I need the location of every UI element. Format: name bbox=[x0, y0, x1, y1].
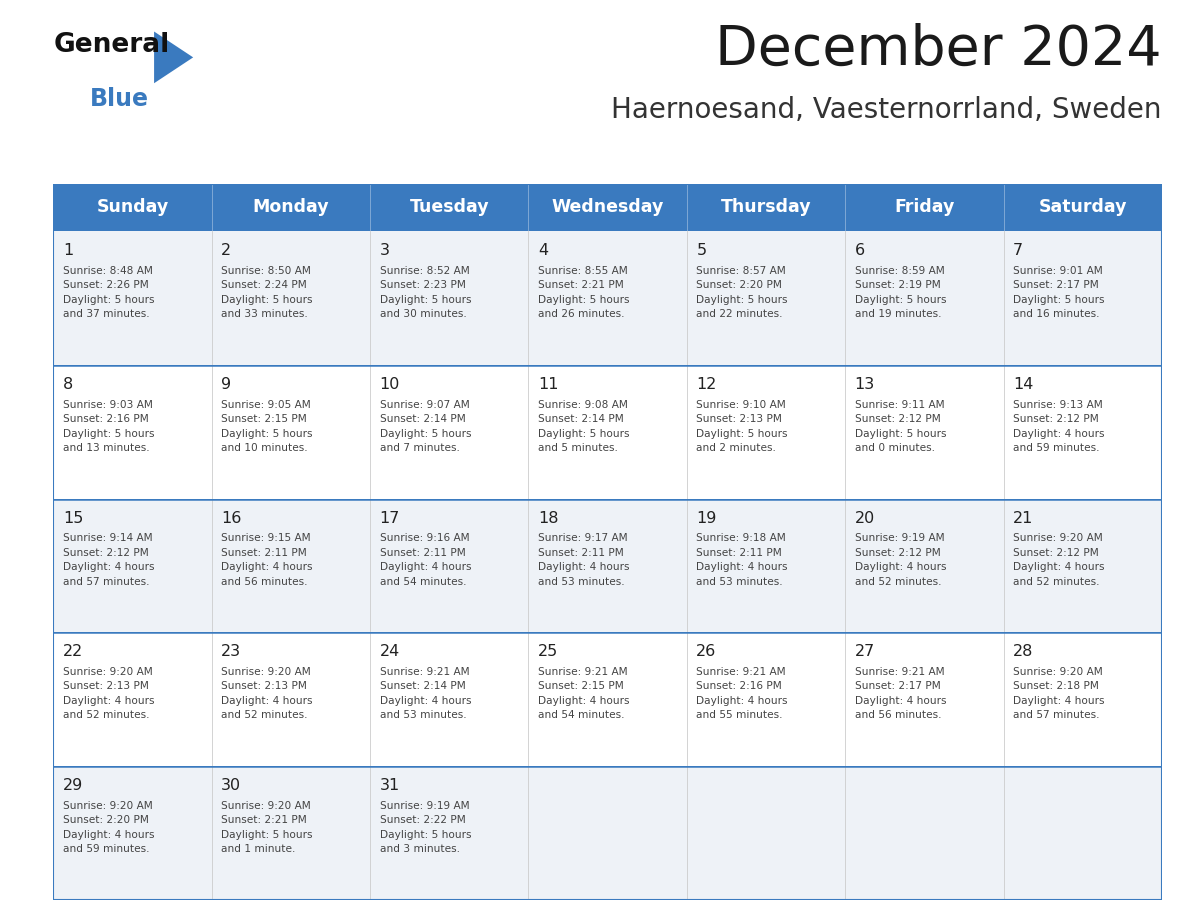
Text: 29: 29 bbox=[63, 778, 83, 793]
Text: 12: 12 bbox=[696, 377, 716, 392]
Text: 23: 23 bbox=[221, 644, 241, 659]
Text: Sunrise: 8:55 AM
Sunset: 2:21 PM
Daylight: 5 hours
and 26 minutes.: Sunrise: 8:55 AM Sunset: 2:21 PM Dayligh… bbox=[538, 266, 630, 319]
Text: Sunrise: 9:20 AM
Sunset: 2:18 PM
Daylight: 4 hours
and 57 minutes.: Sunrise: 9:20 AM Sunset: 2:18 PM Dayligh… bbox=[1013, 667, 1105, 721]
Text: Sunrise: 8:48 AM
Sunset: 2:26 PM
Daylight: 5 hours
and 37 minutes.: Sunrise: 8:48 AM Sunset: 2:26 PM Dayligh… bbox=[63, 266, 154, 319]
Text: Sunrise: 9:08 AM
Sunset: 2:14 PM
Daylight: 5 hours
and 5 minutes.: Sunrise: 9:08 AM Sunset: 2:14 PM Dayligh… bbox=[538, 399, 630, 453]
Text: Sunrise: 9:10 AM
Sunset: 2:13 PM
Daylight: 5 hours
and 2 minutes.: Sunrise: 9:10 AM Sunset: 2:13 PM Dayligh… bbox=[696, 399, 788, 453]
Text: Tuesday: Tuesday bbox=[410, 198, 489, 217]
Text: Haernoesand, Vaesternorrland, Sweden: Haernoesand, Vaesternorrland, Sweden bbox=[612, 96, 1162, 125]
Text: Sunrise: 9:20 AM
Sunset: 2:20 PM
Daylight: 4 hours
and 59 minutes.: Sunrise: 9:20 AM Sunset: 2:20 PM Dayligh… bbox=[63, 800, 154, 854]
Text: 11: 11 bbox=[538, 377, 558, 392]
Text: 17: 17 bbox=[380, 510, 400, 526]
Text: Sunrise: 9:20 AM
Sunset: 2:12 PM
Daylight: 4 hours
and 52 minutes.: Sunrise: 9:20 AM Sunset: 2:12 PM Dayligh… bbox=[1013, 533, 1105, 587]
Text: Sunrise: 9:19 AM
Sunset: 2:12 PM
Daylight: 4 hours
and 52 minutes.: Sunrise: 9:19 AM Sunset: 2:12 PM Dayligh… bbox=[854, 533, 946, 587]
Text: 10: 10 bbox=[380, 377, 400, 392]
Text: 21: 21 bbox=[1013, 510, 1034, 526]
Text: Sunrise: 9:21 AM
Sunset: 2:17 PM
Daylight: 4 hours
and 56 minutes.: Sunrise: 9:21 AM Sunset: 2:17 PM Dayligh… bbox=[854, 667, 946, 721]
Text: Wednesday: Wednesday bbox=[551, 198, 664, 217]
Text: 7: 7 bbox=[1013, 243, 1023, 258]
Text: Sunrise: 9:07 AM
Sunset: 2:14 PM
Daylight: 5 hours
and 7 minutes.: Sunrise: 9:07 AM Sunset: 2:14 PM Dayligh… bbox=[380, 399, 472, 453]
Bar bbox=[687, 184, 845, 231]
Text: 5: 5 bbox=[696, 243, 707, 258]
Text: Sunrise: 8:57 AM
Sunset: 2:20 PM
Daylight: 5 hours
and 22 minutes.: Sunrise: 8:57 AM Sunset: 2:20 PM Dayligh… bbox=[696, 266, 788, 319]
Text: 14: 14 bbox=[1013, 377, 1034, 392]
Bar bbox=[529, 184, 687, 231]
Text: Sunrise: 9:11 AM
Sunset: 2:12 PM
Daylight: 5 hours
and 0 minutes.: Sunrise: 9:11 AM Sunset: 2:12 PM Dayligh… bbox=[854, 399, 946, 453]
Text: 13: 13 bbox=[854, 377, 874, 392]
Text: 18: 18 bbox=[538, 510, 558, 526]
Text: Sunrise: 9:20 AM
Sunset: 2:13 PM
Daylight: 4 hours
and 52 minutes.: Sunrise: 9:20 AM Sunset: 2:13 PM Dayligh… bbox=[221, 667, 312, 721]
Text: 15: 15 bbox=[63, 510, 83, 526]
Text: Sunrise: 9:01 AM
Sunset: 2:17 PM
Daylight: 5 hours
and 16 minutes.: Sunrise: 9:01 AM Sunset: 2:17 PM Dayligh… bbox=[1013, 266, 1105, 319]
Text: 9: 9 bbox=[221, 377, 232, 392]
Bar bbox=[53, 184, 211, 231]
Text: 31: 31 bbox=[380, 778, 400, 793]
Text: Blue: Blue bbox=[90, 87, 148, 111]
Bar bbox=[371, 184, 529, 231]
Text: Sunrise: 8:50 AM
Sunset: 2:24 PM
Daylight: 5 hours
and 33 minutes.: Sunrise: 8:50 AM Sunset: 2:24 PM Dayligh… bbox=[221, 266, 312, 319]
Text: Sunrise: 8:52 AM
Sunset: 2:23 PM
Daylight: 5 hours
and 30 minutes.: Sunrise: 8:52 AM Sunset: 2:23 PM Dayligh… bbox=[380, 266, 472, 319]
Text: 6: 6 bbox=[854, 243, 865, 258]
Text: 1: 1 bbox=[63, 243, 74, 258]
Text: Sunrise: 9:05 AM
Sunset: 2:15 PM
Daylight: 5 hours
and 10 minutes.: Sunrise: 9:05 AM Sunset: 2:15 PM Dayligh… bbox=[221, 399, 312, 453]
Text: Monday: Monday bbox=[253, 198, 329, 217]
Text: 4: 4 bbox=[538, 243, 548, 258]
Text: 30: 30 bbox=[221, 778, 241, 793]
Text: General: General bbox=[53, 31, 170, 58]
Text: 26: 26 bbox=[696, 644, 716, 659]
Bar bbox=[845, 184, 1004, 231]
Text: 27: 27 bbox=[854, 644, 874, 659]
Text: Sunrise: 9:17 AM
Sunset: 2:11 PM
Daylight: 4 hours
and 53 minutes.: Sunrise: 9:17 AM Sunset: 2:11 PM Dayligh… bbox=[538, 533, 630, 587]
Text: 22: 22 bbox=[63, 644, 83, 659]
Text: Sunrise: 9:20 AM
Sunset: 2:13 PM
Daylight: 4 hours
and 52 minutes.: Sunrise: 9:20 AM Sunset: 2:13 PM Dayligh… bbox=[63, 667, 154, 721]
Text: Sunrise: 8:59 AM
Sunset: 2:19 PM
Daylight: 5 hours
and 19 minutes.: Sunrise: 8:59 AM Sunset: 2:19 PM Dayligh… bbox=[854, 266, 946, 319]
Text: 25: 25 bbox=[538, 644, 558, 659]
Text: Saturday: Saturday bbox=[1038, 198, 1127, 217]
Text: 20: 20 bbox=[854, 510, 874, 526]
Text: December 2024: December 2024 bbox=[715, 23, 1162, 77]
Text: 24: 24 bbox=[380, 644, 400, 659]
Text: Sunrise: 9:21 AM
Sunset: 2:15 PM
Daylight: 4 hours
and 54 minutes.: Sunrise: 9:21 AM Sunset: 2:15 PM Dayligh… bbox=[538, 667, 630, 721]
Text: 19: 19 bbox=[696, 510, 716, 526]
Text: Sunrise: 9:16 AM
Sunset: 2:11 PM
Daylight: 4 hours
and 54 minutes.: Sunrise: 9:16 AM Sunset: 2:11 PM Dayligh… bbox=[380, 533, 472, 587]
Text: 8: 8 bbox=[63, 377, 74, 392]
Text: Sunrise: 9:18 AM
Sunset: 2:11 PM
Daylight: 4 hours
and 53 minutes.: Sunrise: 9:18 AM Sunset: 2:11 PM Dayligh… bbox=[696, 533, 788, 587]
Text: Sunrise: 9:21 AM
Sunset: 2:14 PM
Daylight: 4 hours
and 53 minutes.: Sunrise: 9:21 AM Sunset: 2:14 PM Dayligh… bbox=[380, 667, 472, 721]
Text: Sunrise: 9:13 AM
Sunset: 2:12 PM
Daylight: 4 hours
and 59 minutes.: Sunrise: 9:13 AM Sunset: 2:12 PM Dayligh… bbox=[1013, 399, 1105, 453]
Text: Sunday: Sunday bbox=[96, 198, 169, 217]
Text: Sunrise: 9:14 AM
Sunset: 2:12 PM
Daylight: 4 hours
and 57 minutes.: Sunrise: 9:14 AM Sunset: 2:12 PM Dayligh… bbox=[63, 533, 154, 587]
Text: Sunrise: 9:15 AM
Sunset: 2:11 PM
Daylight: 4 hours
and 56 minutes.: Sunrise: 9:15 AM Sunset: 2:11 PM Dayligh… bbox=[221, 533, 312, 587]
Text: 3: 3 bbox=[380, 243, 390, 258]
Text: Sunrise: 9:19 AM
Sunset: 2:22 PM
Daylight: 5 hours
and 3 minutes.: Sunrise: 9:19 AM Sunset: 2:22 PM Dayligh… bbox=[380, 800, 472, 854]
Text: Sunrise: 9:21 AM
Sunset: 2:16 PM
Daylight: 4 hours
and 55 minutes.: Sunrise: 9:21 AM Sunset: 2:16 PM Dayligh… bbox=[696, 667, 788, 721]
Polygon shape bbox=[154, 31, 194, 84]
Bar bbox=[211, 184, 371, 231]
Text: Sunrise: 9:03 AM
Sunset: 2:16 PM
Daylight: 5 hours
and 13 minutes.: Sunrise: 9:03 AM Sunset: 2:16 PM Dayligh… bbox=[63, 399, 154, 453]
Bar bbox=[1004, 184, 1162, 231]
Text: Friday: Friday bbox=[895, 198, 954, 217]
Text: 2: 2 bbox=[221, 243, 232, 258]
Text: Thursday: Thursday bbox=[721, 198, 811, 217]
Text: 16: 16 bbox=[221, 510, 241, 526]
Text: 28: 28 bbox=[1013, 644, 1034, 659]
Text: Sunrise: 9:20 AM
Sunset: 2:21 PM
Daylight: 5 hours
and 1 minute.: Sunrise: 9:20 AM Sunset: 2:21 PM Dayligh… bbox=[221, 800, 312, 854]
